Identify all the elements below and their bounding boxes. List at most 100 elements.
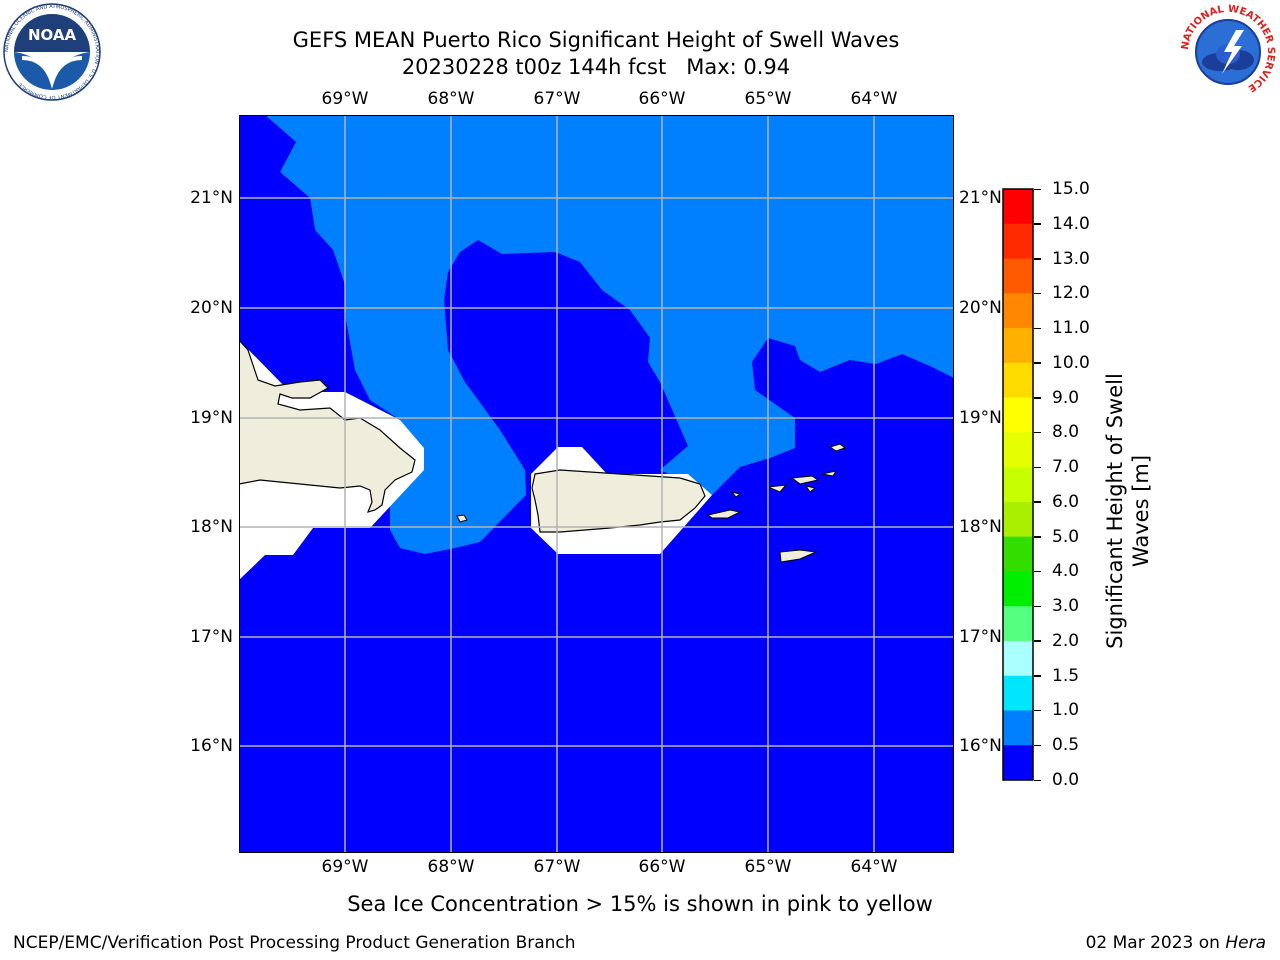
lon-label-bottom: 67°W [533,857,581,877]
lon-label-top: 64°W [850,89,898,109]
colorbar-tick-label: 7.0 [1052,457,1080,478]
land-mona-island [456,514,468,523]
colorbar-tick-mark [1034,501,1041,503]
lat-label-left: 16°N [190,736,233,756]
colorbar-tick-mark [1034,362,1041,364]
lon-label-bottom: 64°W [850,857,898,877]
noaa-logo: NOAA NATIONAL OCEANIC AND ATMOSPHERIC AD… [3,3,101,101]
colorbar-segment [1003,223,1033,260]
lat-label-left: 17°N [190,627,233,647]
lon-label-bottom: 65°W [744,857,792,877]
colorbar-segment [1003,258,1033,294]
colorbar-tick-label: 1.5 [1052,665,1080,686]
colorbar-tick-label: 4.0 [1052,561,1080,582]
lon-label-top: 69°W [321,89,369,109]
lon-label-bottom: 69°W [321,857,369,877]
lat-label-right: 21°N [959,188,1002,208]
colorbar-tick-mark [1034,675,1041,677]
map-subtitle: 20230228 t00z 144h fcst Max: 0.94 [401,55,791,79]
lat-label-right: 17°N [959,627,1002,647]
colorbar-label: Significant Height of Swell Waves [m] [1103,373,1153,649]
lat-label-left: 18°N [190,517,233,537]
colorbar-tick-label: 10.0 [1052,352,1090,373]
colorbar-segment [1003,745,1033,781]
colorbar-tick-label: 9.0 [1052,387,1080,408]
colorbar-tick-mark [1034,640,1041,642]
land-anguilla [828,443,847,452]
footer-host: Hera [1225,933,1266,953]
colorbar-segment [1003,675,1033,711]
colorbar-tick-label: 11.0 [1052,318,1090,339]
colorbar-segment [1003,189,1033,225]
colorbar-tick-mark [1034,779,1041,781]
colorbar-segment [1003,501,1033,538]
colorbar-frame [1002,188,1034,781]
colorbar-tick-label: 8.0 [1052,422,1080,443]
colorbar-tick-label: 12.0 [1052,283,1090,304]
colorbar-tick-mark [1034,744,1041,747]
colorbar-tick-mark [1034,223,1041,225]
colorbar-tick-label: 1.0 [1052,700,1080,721]
noaa-logo-text: NOAA [28,26,77,44]
colorbar-segment [1003,362,1033,399]
lat-label-right: 18°N [959,517,1002,537]
swell-band-0.5-1.0 [265,115,954,554]
footer-date: 02 Mar 2023 on Hera [1086,933,1266,953]
colorbar-segment [1003,467,1033,503]
colorbar-tick-mark [1034,605,1041,608]
colorbar-tick-mark [1034,466,1041,469]
colorbar-tick-mark [1034,327,1041,330]
colorbar-segment [1003,710,1033,746]
swell-band-0-0.5-west [239,115,346,330]
lon-label-top: 67°W [533,89,581,109]
swell-height-map [239,115,954,853]
colorbar-tick-label: 14.0 [1052,213,1090,234]
colorbar-tick-label: 15.0 [1052,179,1090,199]
lon-label-top: 66°W [638,89,686,109]
lat-label-left: 19°N [190,408,233,428]
colorbar-tick-label: 5.0 [1052,526,1080,547]
colorbar-tick-mark [1034,709,1041,712]
colorbar-segment [1003,293,1033,329]
land-vieques [706,509,742,519]
lon-label-bottom: 66°W [638,857,686,877]
colorbar-segment [1003,640,1033,677]
land-hispaniola [239,339,416,513]
lon-label-top: 68°W [427,89,475,109]
lat-label-right: 19°N [959,408,1002,428]
colorbar-tick-mark [1034,188,1041,190]
colorbar-tick-label: 3.0 [1052,596,1080,617]
map-title: GEFS MEAN Puerto Rico Significant Height… [292,28,900,52]
colorbar-tick-mark [1034,570,1041,573]
colorbar-segment [1003,328,1033,364]
colorbar-segment [1003,536,1033,572]
footer-branch: NCEP/EMC/Verification Post Processing Pr… [13,933,576,953]
map-graticule [239,115,954,853]
colorbar-segment [1003,571,1033,607]
lon-label-bottom: 68°W [427,857,475,877]
colorbar-tick-label: 13.0 [1052,248,1090,269]
lon-label-top: 65°W [744,89,792,109]
colorbar-tick-mark [1034,258,1041,260]
colorbar-tick-mark [1034,431,1041,434]
colorbar-segment [1003,432,1033,468]
colorbar-tick-label: 0.5 [1052,735,1080,756]
colorbar [1002,188,1034,781]
colorbar-tick-mark [1034,397,1041,399]
land-st-croix [779,549,818,563]
colorbar-segment [1003,397,1033,433]
lat-label-left: 21°N [190,188,233,208]
footer-date-text: 02 Mar 2023 on [1085,933,1226,953]
lat-label-right: 20°N [959,298,1002,318]
colorbar-tick-label: 0.0 [1052,770,1080,790]
colorbar-segment [1003,606,1033,642]
colorbar-tick-mark [1034,536,1041,538]
nws-logo: NATIONAL WEATHER SERVICE [1180,4,1276,97]
land-virgin-islands [730,470,838,498]
colorbar-tick-label: 2.0 [1052,630,1080,651]
lat-label-left: 20°N [190,298,233,318]
sea-ice-note: Sea Ice Concentration > 15% is shown in … [347,892,933,916]
lat-label-right: 16°N [959,736,1002,756]
colorbar-tick-mark [1034,292,1041,295]
colorbar-tick-label: 6.0 [1052,491,1080,512]
